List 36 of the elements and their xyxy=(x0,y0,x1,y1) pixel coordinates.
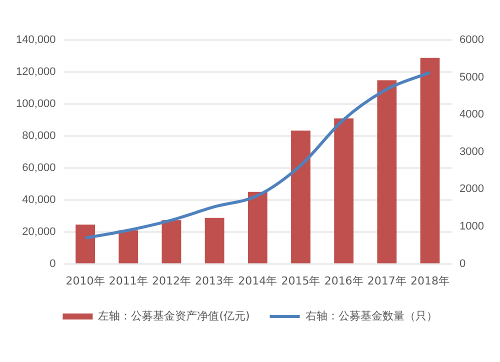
y2-tick-label: 0 xyxy=(460,258,466,270)
bar xyxy=(76,224,95,264)
x-tick-label: 2016年 xyxy=(324,274,364,288)
bar xyxy=(248,192,268,264)
y-tick-label: 100,000 xyxy=(16,98,56,110)
y2-tick-label: 3000 xyxy=(460,146,484,158)
y-tick-label: 0 xyxy=(50,258,56,270)
bar xyxy=(204,218,224,264)
y-tick-label: 120,000 xyxy=(16,66,56,78)
y-tick-label: 40,000 xyxy=(22,194,56,206)
y2-tick-label: 1000 xyxy=(460,220,484,233)
y-tick-label: 140,000 xyxy=(16,34,56,46)
line-series xyxy=(84,70,432,240)
bar xyxy=(291,130,310,264)
y-tick-label: 80,000 xyxy=(22,130,56,142)
bar xyxy=(334,118,354,264)
y2-tick-label: 2000 xyxy=(460,183,484,196)
x-tick-label: 2013年 xyxy=(195,274,234,288)
y2-tick-label: 4000 xyxy=(460,108,484,121)
y-tick-label: 60,000 xyxy=(22,162,56,174)
x-tick-label: 2017年 xyxy=(367,274,406,288)
bar xyxy=(162,220,182,264)
x-tick-label: 2015年 xyxy=(281,274,320,288)
bar xyxy=(118,230,138,264)
legend-label: 左轴：公募基金资产净值(亿元) xyxy=(98,309,250,322)
x-tick-label: 2011年 xyxy=(108,274,148,288)
y2-tick-label: 6000 xyxy=(460,34,484,46)
y-tick-label: 20,000 xyxy=(22,226,56,238)
bar xyxy=(377,80,397,264)
x-tick-label: 2018年 xyxy=(410,274,450,288)
legend-label: 右轴：公募基金数量（只） xyxy=(305,309,438,322)
x-tick-label: 2010年 xyxy=(66,274,105,288)
x-tick-label: 2014年 xyxy=(238,274,278,288)
bar xyxy=(420,58,440,264)
y2-tick-label: 5000 xyxy=(460,71,484,84)
x-tick-label: 2012年 xyxy=(152,274,191,288)
